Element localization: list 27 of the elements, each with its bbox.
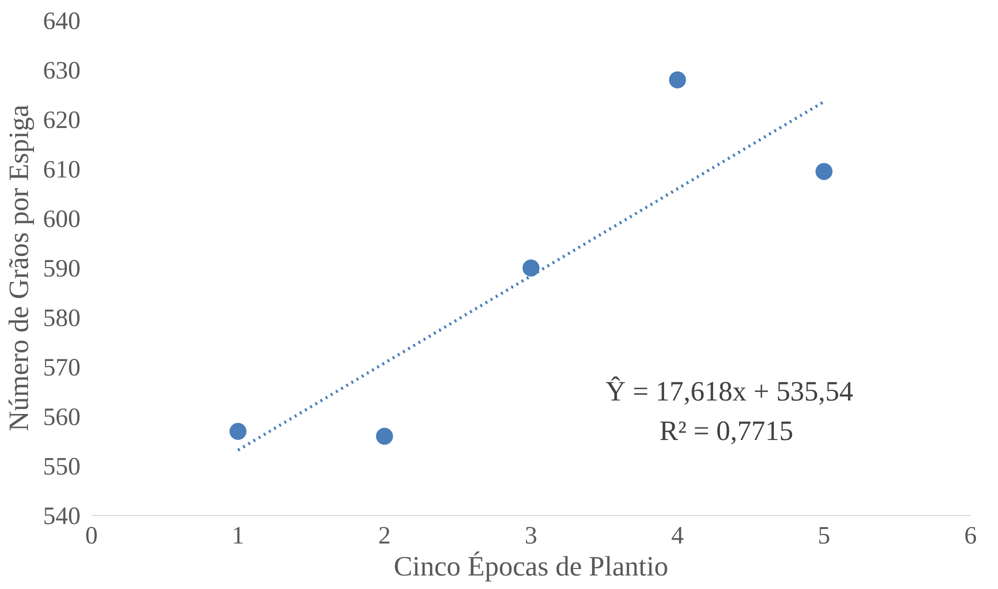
annotation: Ŷ = 17,618x + 535,54 xyxy=(605,375,854,408)
x-axis-title: Cinco Épocas de Plantio xyxy=(394,550,668,582)
y-tick-label: 550 xyxy=(43,454,80,480)
point xyxy=(816,162,832,180)
x-tick-label: 5 xyxy=(818,522,830,550)
x-tick-label: 6 xyxy=(964,522,977,550)
y-tick-label: 610 xyxy=(43,156,80,184)
x-tick-label: 2 xyxy=(378,522,391,550)
y-tick-label: 630 xyxy=(43,58,80,84)
point xyxy=(522,260,540,276)
point xyxy=(376,428,393,445)
y-tick-label: 620 xyxy=(43,107,80,134)
x-tick-label: 1 xyxy=(232,522,244,550)
y-tick-label: 640 xyxy=(43,8,80,35)
point xyxy=(230,422,246,440)
y-tick-label: 570 xyxy=(43,354,80,382)
y-tick-label: 540 xyxy=(43,503,80,530)
x-tick-label: 3 xyxy=(524,522,538,550)
y-tick-label: 580 xyxy=(43,305,80,332)
x-tick-label: 0 xyxy=(85,522,98,550)
y-tick-label: 560 xyxy=(43,404,80,431)
point xyxy=(669,71,686,88)
annotation: R² = 0,7715 xyxy=(659,416,794,447)
y-tick-label: 600 xyxy=(43,206,80,233)
y-axis-title: Número de Grãos por Espiga xyxy=(4,104,35,432)
y-tick-label: 590 xyxy=(43,256,80,282)
x-tick-label: 4 xyxy=(671,522,684,550)
